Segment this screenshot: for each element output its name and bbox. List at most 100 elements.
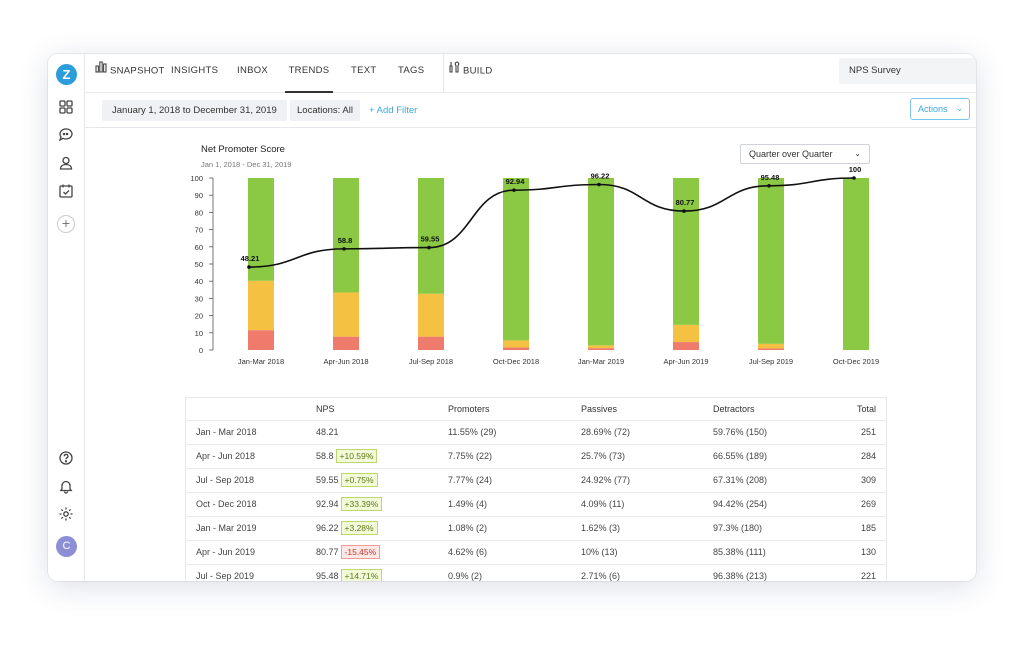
- cell-passives: 2.71% (6): [581, 563, 713, 581]
- nps-change-badge: +3.28%: [340, 521, 378, 535]
- cell-detractors: 94.42% (254): [713, 491, 831, 516]
- survey-select-value: NPS Survey: [849, 65, 901, 76]
- bar-segment: [588, 178, 614, 346]
- bar-segment: [333, 336, 359, 350]
- chart-title: Net Promoter Score: [201, 144, 285, 155]
- cell-total: 309: [831, 467, 886, 492]
- x-tick-label: Apr-Jun 2019: [663, 357, 708, 366]
- nps-change-badge: +33.39%: [340, 497, 383, 511]
- bar-segment: [503, 347, 529, 350]
- bar-segment: [248, 178, 274, 281]
- bar-segment: [758, 343, 784, 349]
- cell-nps: 92.94 +33.39%: [316, 491, 448, 516]
- x-tick-label: Jul-Sep 2019: [749, 357, 793, 366]
- cell-detractors: 67.31% (208): [713, 467, 831, 492]
- chat-icon[interactable]: [57, 126, 75, 144]
- tab-tags[interactable]: TAGS: [398, 65, 425, 76]
- table-row: Apr - Jun 2018 58.8 +10.59% 7.75% (22) 25.7%…: [186, 443, 886, 468]
- tab-label: SNAPSHOT: [110, 65, 165, 77]
- user-icon[interactable]: [57, 154, 75, 172]
- x-tick-label: Oct-Dec 2019: [833, 357, 879, 366]
- nps-data-label: 92.94: [506, 177, 526, 186]
- nps-data-label: 59.55: [421, 235, 440, 244]
- help-icon[interactable]: [57, 449, 75, 467]
- bar-segment: [588, 348, 614, 350]
- nps-value: 96.22: [316, 523, 339, 533]
- nps-data-label: 100: [849, 165, 862, 174]
- nps-trend-line: [248, 177, 855, 268]
- cell-detractors: 66.55% (189): [713, 443, 831, 468]
- tab-insights[interactable]: INSIGHTS: [171, 65, 219, 76]
- tab-inbox[interactable]: INBOX: [237, 65, 269, 76]
- cell-total: 185: [831, 515, 886, 540]
- y-tick-label: 40: [195, 277, 203, 286]
- x-tick-label: Jul-Sep 2018: [409, 357, 453, 366]
- top-nav: SNAPSHOT INSIGHTS INBOX TRENDS TEXT TAGS…: [85, 54, 976, 93]
- survey-select[interactable]: NPS Survey ⌄: [839, 58, 976, 84]
- bar-segment: [418, 293, 444, 337]
- calendar-icon[interactable]: [57, 182, 75, 200]
- cell-nps: 95.48 +14.71%: [316, 563, 448, 581]
- cell-nps: 59.55 +0.75%: [316, 467, 448, 492]
- nps-point: [852, 176, 856, 180]
- table-row: Jul - Sep 2018 59.55 +0.75% 7.77% (24) 24.92…: [186, 467, 886, 492]
- avatar[interactable]: C: [56, 536, 77, 557]
- filter-bar: January 1, 2018 to December 31, 2019 Loc…: [85, 93, 976, 128]
- nps-point: [682, 209, 686, 213]
- cell-promoters: 4.62% (6): [448, 539, 581, 564]
- nps-point: [767, 183, 771, 188]
- cell-nps: 48.21: [316, 419, 448, 444]
- y-tick-label: 80: [195, 208, 203, 217]
- cell-detractors: 85.38% (111): [713, 539, 831, 564]
- bell-icon[interactable]: [57, 477, 75, 495]
- tab-snapshot[interactable]: SNAPSHOT: [95, 54, 165, 93]
- period-select-value: Quarter over Quarter: [749, 149, 833, 159]
- header-promoters: Promoters: [448, 403, 490, 414]
- header-period: [186, 398, 316, 420]
- bar-segment: [758, 178, 784, 344]
- x-tick-label: Jan-Mar 2019: [578, 357, 624, 366]
- cell-passives: 28.69% (72): [581, 419, 713, 444]
- tab-trends[interactable]: TRENDS: [285, 54, 333, 93]
- gear-icon[interactable]: [57, 505, 75, 523]
- cell-nps: 80.77 -15.45%: [316, 539, 448, 564]
- cell-passives: 4.09% (11): [581, 491, 713, 516]
- grid-icon[interactable]: [57, 98, 75, 116]
- nps-value: 48.21: [316, 427, 339, 437]
- nps-point: [427, 245, 431, 250]
- period-select[interactable]: Quarter over Quarter ⌄: [740, 144, 870, 164]
- cell-period: Jul - Sep 2019: [186, 563, 316, 581]
- cell-total: 284: [831, 443, 886, 468]
- nps-change-badge: -15.45%: [340, 545, 381, 559]
- header-passives: Passives: [581, 403, 618, 414]
- nps-change-badge: +0.75%: [340, 473, 378, 487]
- bar-segment: [673, 342, 699, 350]
- cell-passives: 10% (13): [581, 539, 713, 564]
- cell-promoters: 0.9% (2): [448, 563, 581, 581]
- nps-value: 95.48: [316, 571, 339, 581]
- date-range-filter[interactable]: January 1, 2018 to December 31, 2019: [102, 100, 287, 121]
- tab-build[interactable]: BUILD: [443, 54, 492, 93]
- cell-total: 221: [831, 563, 886, 581]
- bar-segment: [418, 178, 444, 294]
- add-button[interactable]: +: [57, 215, 75, 233]
- app-logo[interactable]: Z: [56, 64, 77, 85]
- nps-chart: 0 10 20 30 40 50 60 70 80 90 100 Jan-Mar 2018 Apr-Ju…: [190, 165, 879, 366]
- actions-button[interactable]: Actions ⌄: [910, 98, 970, 120]
- cell-period: Jan - Mar 2018: [186, 419, 316, 444]
- tab-label: BUILD: [463, 65, 493, 77]
- bar-chart-icon: [95, 54, 107, 88]
- header-detractors: Detractors: [713, 403, 755, 414]
- tab-text[interactable]: TEXT: [351, 65, 377, 76]
- locations-filter[interactable]: Locations: All: [290, 100, 360, 121]
- tools-icon: [448, 54, 460, 88]
- nps-value: 92.94: [316, 499, 339, 509]
- y-tick-label: 50: [195, 260, 203, 269]
- table-row: Jan - Mar 2019 96.22 +3.28% 1.08% (2) 1.62% …: [186, 515, 886, 540]
- add-filter-link[interactable]: + Add Filter: [369, 105, 418, 116]
- table-row: Apr - Jun 2019 80.77 -15.45% 4.62% (6) 10% (…: [186, 539, 886, 564]
- header-total: Total: [856, 403, 876, 414]
- y-tick-label: 10: [195, 329, 203, 338]
- nps-data-label: 96.22: [591, 172, 610, 181]
- nps-data-label: 58.8: [338, 236, 353, 245]
